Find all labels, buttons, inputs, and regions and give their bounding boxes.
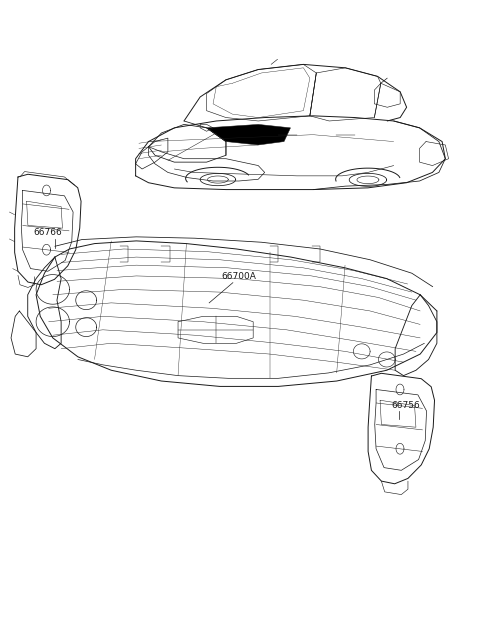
Text: 66766: 66766 (34, 228, 62, 237)
Polygon shape (206, 124, 290, 145)
Text: 66756: 66756 (392, 401, 420, 410)
Text: 66700A: 66700A (221, 273, 256, 281)
